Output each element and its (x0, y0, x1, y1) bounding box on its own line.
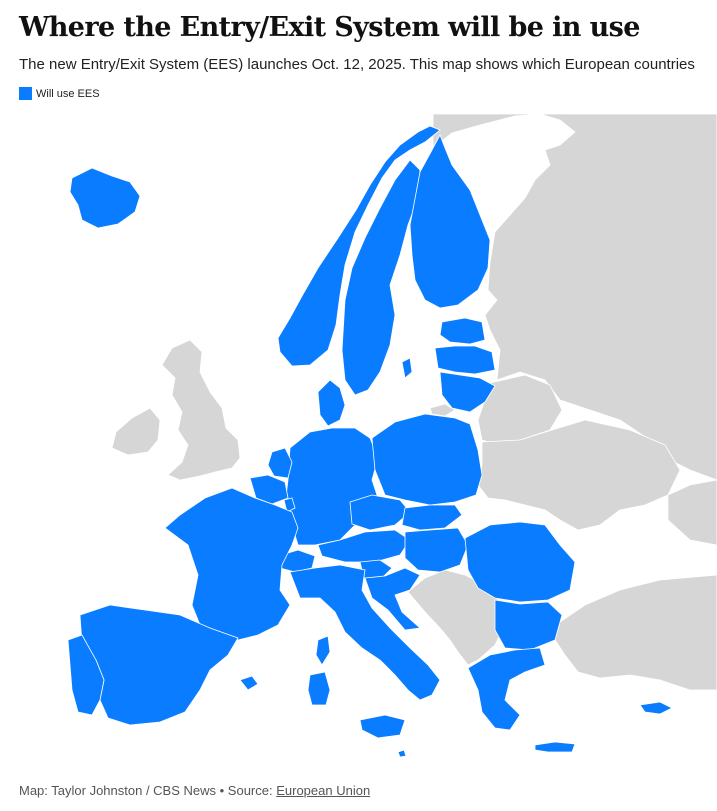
legend-label: Will use EES (36, 87, 100, 100)
europe-map (67, 113, 717, 758)
region-ukraine (477, 419, 681, 531)
region-lithuania (439, 371, 496, 413)
region-crete (534, 741, 576, 753)
ees-countries (67, 125, 673, 758)
region-cyprus (639, 701, 673, 715)
region-russia-south (667, 479, 717, 546)
legend: Will use EES (19, 87, 100, 100)
legend-swatch (19, 87, 32, 100)
region-slovakia (401, 504, 463, 531)
map-subtitle: The new Entry/Exit System (EES) launches… (19, 56, 695, 73)
region-croatia (364, 567, 421, 631)
region-italy (289, 564, 441, 701)
region-iceland (69, 167, 141, 229)
region-kaliningrad (429, 403, 456, 417)
region-balearics (239, 675, 259, 691)
region-sweden (341, 159, 421, 396)
region-malta (397, 749, 407, 758)
region-romania (464, 521, 576, 603)
region-balkans (407, 569, 506, 666)
region-ireland-uk-ni (111, 407, 161, 456)
region-sicily (359, 714, 406, 739)
region-france (164, 487, 299, 641)
footer-separator: • Source: (216, 783, 277, 798)
map-footer: Map: Taylor Johnston / CBS News • Source… (19, 783, 370, 798)
region-uk (161, 339, 241, 481)
region-czechia (349, 494, 411, 531)
region-luxembourg (283, 497, 296, 513)
region-hungary (404, 527, 469, 573)
region-portugal (67, 634, 105, 716)
region-norway (277, 125, 441, 367)
map-title: Where the Entry/Exit System will be in u… (19, 12, 640, 43)
source-link[interactable]: European Union (276, 783, 371, 798)
region-denmark (317, 379, 346, 427)
footer-credit: Map: Taylor Johnston / CBS News (19, 783, 217, 798)
region-gotland (401, 357, 413, 379)
region-sardinia (307, 671, 331, 706)
region-latvia (434, 345, 496, 375)
region-finland (409, 134, 491, 309)
region-bulgaria (494, 599, 563, 651)
region-greece (467, 647, 546, 731)
region-corsica (315, 635, 331, 666)
region-estonia (439, 317, 486, 345)
region-poland (371, 413, 483, 506)
region-turkey (554, 574, 717, 691)
region-netherlands (267, 447, 293, 479)
